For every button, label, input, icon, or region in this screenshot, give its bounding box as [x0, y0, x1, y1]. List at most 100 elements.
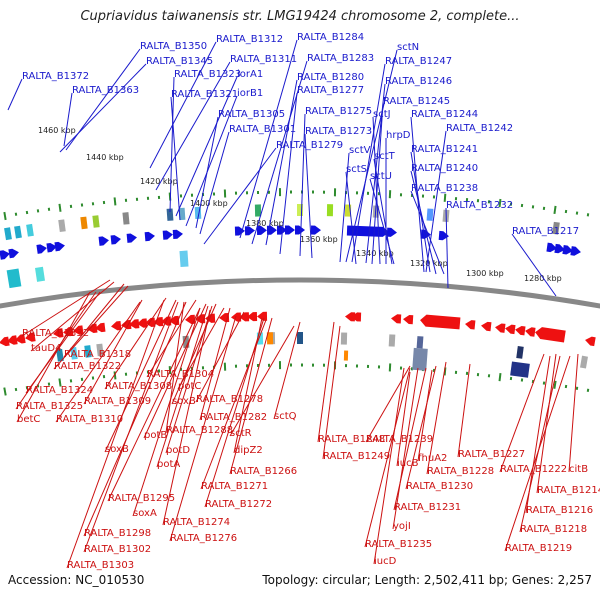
gene-label: RALTA_B1298 — [84, 528, 151, 539]
gene-label: sctV — [349, 145, 371, 156]
tick-mark — [278, 361, 282, 370]
gene-label: RALTA_B1303 — [67, 560, 134, 571]
leader-line — [273, 321, 301, 420]
gene-label: RALTA_B1244 — [411, 109, 478, 120]
leader-line — [185, 95, 238, 227]
gene-label: RALTA_B1279 — [276, 140, 343, 151]
gene-label: RALTA_B1312 — [216, 34, 283, 45]
gene-label: potC — [178, 381, 201, 392]
tick-mark — [157, 369, 161, 373]
gene-label: RALTA_B1301 — [229, 124, 296, 135]
forward-gene — [46, 242, 57, 253]
gene-label: RALTA_B1288 — [166, 425, 233, 436]
leader-line — [265, 79, 298, 246]
tick-mark — [498, 198, 502, 208]
tick-mark — [476, 373, 480, 377]
leader-line — [195, 116, 219, 229]
leader-line — [104, 297, 167, 390]
leader-line — [195, 311, 245, 403]
tick-mark — [575, 386, 579, 390]
forward-gene — [172, 229, 183, 240]
gene-label: RALTA_B1222 — [500, 464, 567, 475]
feature-block — [510, 361, 530, 378]
gene-label: RALTA_B1278 — [196, 394, 263, 405]
tick-mark — [542, 381, 546, 385]
leader-line — [199, 307, 231, 421]
gene-label: betC — [17, 414, 40, 425]
gene-label: soxA — [133, 508, 157, 519]
tick-mark — [564, 209, 568, 214]
reverse-gene — [185, 314, 196, 325]
gene-label: dipZ2 — [234, 445, 263, 456]
leader-line — [165, 301, 185, 434]
tick-mark — [454, 197, 458, 201]
accession-text: Accession: NC_010530 — [8, 573, 145, 587]
gene-label: sctR — [230, 428, 252, 439]
tick-mark — [102, 374, 106, 379]
tick-mark — [377, 365, 381, 369]
tick-mark — [542, 206, 546, 211]
leader-line — [30, 281, 115, 352]
gene-label: RALTA_B1245 — [383, 96, 450, 107]
gene-label: RALTA_B1248 — [318, 434, 385, 445]
leader-line — [55, 301, 141, 423]
gene-label: RALTA_B1235 — [365, 539, 432, 550]
tick-mark — [366, 364, 370, 368]
tick-mark — [146, 370, 150, 374]
leader-line — [171, 303, 217, 405]
feature-block — [122, 212, 130, 225]
forward-gene — [276, 225, 287, 235]
gene-label: RALTA_B1304 — [147, 369, 214, 380]
leader-line — [251, 60, 308, 245]
forward-gene — [0, 250, 10, 260]
tick-mark — [289, 363, 293, 367]
leader-line — [519, 355, 561, 533]
tick-mark — [553, 380, 557, 389]
leader-line — [53, 285, 129, 370]
leader-line — [143, 303, 207, 439]
leader-line — [63, 92, 73, 147]
leader-line — [21, 279, 111, 337]
backbone-line — [0, 277, 600, 309]
reverse-gene — [129, 319, 140, 329]
tick-mark — [69, 204, 73, 209]
tick-mark — [3, 387, 7, 396]
tick-mark — [234, 191, 238, 195]
gene-label: yojI — [393, 521, 411, 532]
gene-label: RALTA_B1216 — [526, 505, 593, 516]
tick-mark — [531, 205, 535, 209]
tick-mark — [289, 190, 293, 194]
tick-mark — [223, 189, 227, 198]
gene-label: RALTA_B1276 — [170, 533, 237, 544]
leader-line — [200, 319, 267, 490]
reverse-gene — [25, 332, 36, 342]
leader-line — [345, 171, 357, 265]
gene-label: RALTA_B1266 — [230, 466, 297, 477]
feature-block — [552, 221, 560, 235]
forward-gene — [284, 225, 295, 235]
forward-gene — [554, 243, 565, 254]
tick-mark — [102, 200, 106, 205]
tick-mark — [498, 373, 502, 382]
tick-mark — [3, 211, 7, 221]
feature-block — [426, 208, 434, 221]
leader-line — [7, 78, 23, 111]
tick-mark — [388, 363, 392, 372]
gene-label: RALTA_B1241 — [411, 144, 478, 155]
leader-line — [445, 207, 449, 289]
tick-mark — [14, 387, 18, 392]
scale-label: 1440 kbp — [86, 153, 124, 162]
gene-label: RALTA_B1302 — [84, 544, 151, 555]
reverse-gene — [111, 320, 122, 331]
tick-mark — [58, 378, 62, 387]
leader-line — [345, 49, 398, 263]
tick-mark — [80, 377, 84, 382]
tick-mark — [124, 198, 128, 202]
tick-mark — [509, 202, 513, 206]
gene-label: RALTA_B1284 — [297, 32, 364, 43]
gene-label: sctJ — [373, 109, 391, 120]
reverse-gene — [7, 335, 18, 345]
gene-label: iorA1 — [237, 69, 263, 80]
leader-line — [169, 315, 237, 542]
forward-gene — [54, 241, 65, 252]
